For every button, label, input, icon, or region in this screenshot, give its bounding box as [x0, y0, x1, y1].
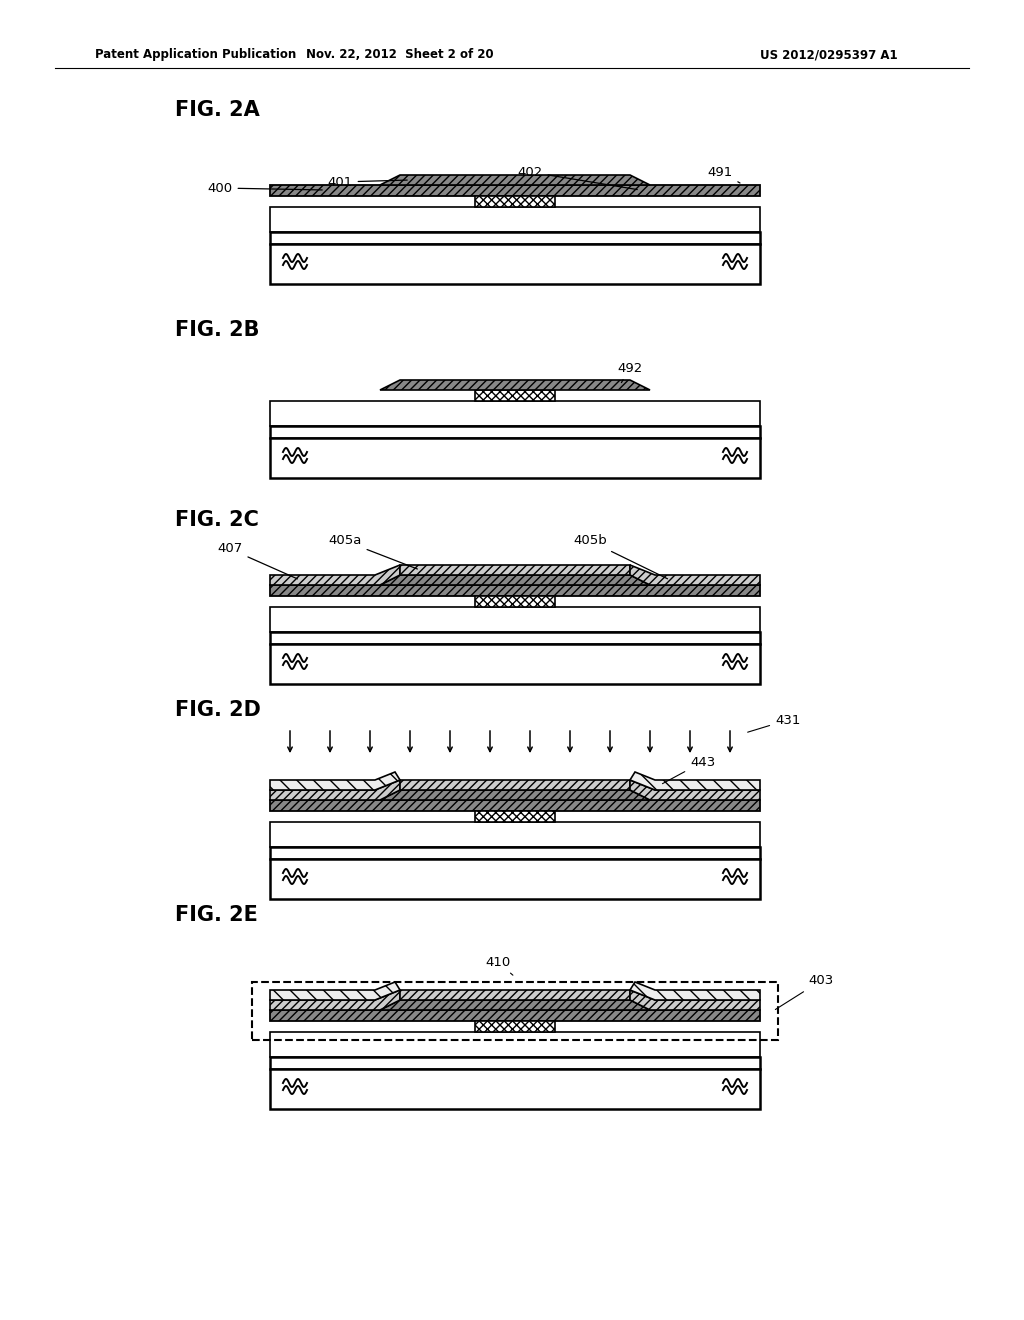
Polygon shape [270, 565, 400, 585]
Bar [270, 185, 760, 195]
Bar [270, 1032, 760, 1057]
Bar [270, 1010, 760, 1020]
Polygon shape [400, 990, 630, 1001]
Polygon shape [270, 772, 400, 789]
Bar [270, 847, 760, 859]
Bar [475, 195, 555, 207]
Polygon shape [400, 565, 630, 576]
Polygon shape [380, 176, 650, 185]
Polygon shape [380, 576, 650, 585]
Text: FIG. 2C: FIG. 2C [175, 510, 259, 531]
Bar [270, 632, 760, 644]
Bar [270, 438, 760, 478]
Bar [270, 822, 760, 847]
Bar [270, 1069, 760, 1109]
Polygon shape [630, 780, 760, 800]
Polygon shape [270, 982, 400, 1001]
Text: 405a: 405a [329, 535, 418, 569]
Text: Nov. 22, 2012  Sheet 2 of 20: Nov. 22, 2012 Sheet 2 of 20 [306, 48, 494, 61]
Text: Patent Application Publication: Patent Application Publication [95, 48, 296, 61]
Text: US 2012/0295397 A1: US 2012/0295397 A1 [760, 48, 898, 61]
Text: 403: 403 [775, 974, 834, 1010]
Bar [475, 389, 555, 401]
Polygon shape [400, 780, 630, 789]
Text: FIG. 2E: FIG. 2E [175, 906, 258, 925]
Text: FIG. 2A: FIG. 2A [175, 100, 260, 120]
Bar [270, 426, 760, 438]
Text: 491: 491 [708, 165, 740, 183]
Polygon shape [380, 380, 650, 389]
Text: 410: 410 [485, 956, 513, 975]
Text: 407: 407 [217, 543, 297, 579]
Bar [270, 232, 760, 244]
Bar [270, 644, 760, 684]
Polygon shape [380, 789, 650, 800]
Polygon shape [630, 990, 760, 1010]
Text: FIG. 2B: FIG. 2B [175, 319, 259, 341]
Bar [270, 1057, 760, 1069]
Bar [270, 401, 760, 426]
Bar [270, 207, 760, 232]
Text: 401: 401 [328, 176, 408, 189]
Bar [270, 244, 760, 284]
Bar [475, 597, 555, 607]
Polygon shape [630, 772, 760, 789]
Text: 402: 402 [517, 165, 637, 190]
Text: 405b: 405b [573, 535, 668, 578]
Polygon shape [270, 780, 400, 800]
Polygon shape [630, 982, 760, 1001]
Bar [475, 1020, 555, 1032]
Polygon shape [380, 1001, 650, 1010]
Polygon shape [630, 565, 760, 585]
Text: 400: 400 [208, 181, 323, 194]
Text: 431: 431 [748, 714, 801, 733]
Bar [252, 982, 778, 1040]
Text: FIG. 2D: FIG. 2D [175, 700, 261, 719]
Bar [270, 607, 760, 632]
Bar [270, 800, 760, 810]
Bar [475, 810, 555, 822]
Text: 492: 492 [617, 362, 643, 383]
Bar [270, 859, 760, 899]
Text: 443: 443 [663, 755, 715, 784]
Bar [270, 585, 760, 597]
Polygon shape [270, 990, 400, 1010]
